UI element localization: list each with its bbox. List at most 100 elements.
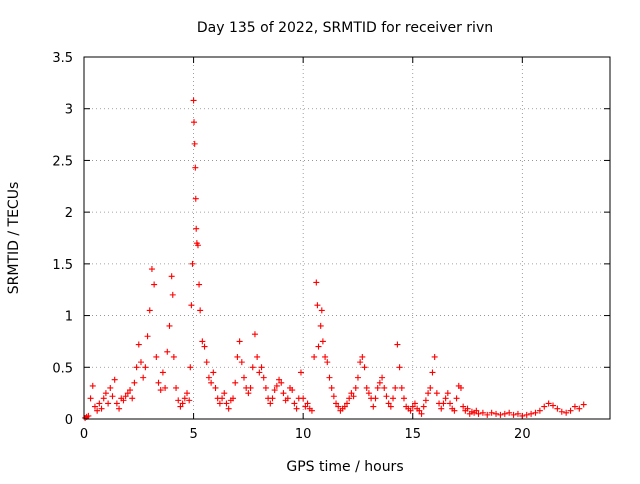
data-point-marker: [536, 407, 543, 414]
data-point-marker: [315, 343, 322, 350]
data-point-marker: [385, 400, 392, 407]
data-point-marker: [392, 384, 399, 391]
x-tick-label: 5: [189, 427, 197, 442]
data-point-marker: [344, 400, 350, 407]
data-point-marker: [429, 369, 436, 376]
data-point-marker: [297, 369, 304, 376]
data-point-marker: [201, 343, 208, 350]
data-point-marker: [173, 384, 180, 391]
data-point-marker: [96, 400, 103, 407]
data-point-marker: [348, 390, 355, 397]
data-point-marker: [359, 353, 366, 360]
data-point-marker: [300, 395, 307, 402]
data-point-marker: [460, 403, 467, 410]
data-point-marker: [137, 359, 144, 366]
data-point-marker: [571, 403, 578, 410]
data-point-marker: [563, 409, 570, 416]
data-point-marker: [438, 405, 445, 412]
data-point-marker: [107, 384, 114, 391]
data-point-marker: [276, 376, 283, 383]
data-point-marker: [354, 374, 361, 381]
data-point-marker: [225, 405, 232, 412]
data-points: [82, 97, 587, 421]
plot-frame: [83, 56, 611, 420]
data-point-marker: [189, 260, 196, 267]
chart-title: Day 135 of 2022, SRMTID for receiver riv…: [197, 20, 493, 36]
data-point-marker: [113, 400, 120, 407]
x-tick-label: 20: [514, 427, 531, 442]
data-point-marker: [146, 307, 153, 314]
data-point-marker: [431, 353, 438, 360]
data-point-marker: [181, 395, 188, 402]
data-point-marker: [387, 403, 394, 410]
data-point-marker: [175, 397, 182, 404]
data-point-marker: [197, 307, 204, 314]
data-point-marker: [363, 384, 370, 391]
data-point-marker: [528, 410, 535, 417]
data-point-marker: [164, 348, 171, 355]
data-point-marker: [184, 390, 191, 397]
data-point-marker: [98, 405, 105, 412]
data-point-marker: [324, 359, 331, 366]
data-point-marker: [302, 403, 309, 410]
data-point-marker: [124, 390, 131, 397]
data-point-marker: [433, 390, 440, 397]
data-point-marker: [379, 374, 386, 381]
data-point-marker: [234, 353, 241, 360]
y-tick-label: 3: [65, 103, 73, 118]
data-point-marker: [223, 400, 230, 407]
data-point-marker: [330, 393, 337, 400]
data-point-marker: [105, 400, 112, 407]
data-point-marker: [100, 395, 107, 402]
data-point-marker: [400, 395, 407, 402]
data-point-marker: [554, 405, 561, 412]
data-point-marker: [335, 403, 342, 410]
axis-ticks: 0 5 10 15 20 0 0.5 1 1.5 2 2.5 3 3.5: [52, 51, 610, 442]
y-tick-label: 0: [65, 413, 73, 428]
data-point-marker: [328, 384, 335, 391]
data-point-marker: [85, 412, 92, 419]
data-point-marker: [212, 384, 219, 391]
data-point-marker: [304, 400, 311, 407]
data-point-marker: [346, 395, 353, 402]
data-point-marker: [240, 374, 247, 381]
data-point-marker: [357, 359, 364, 366]
data-point-marker: [238, 359, 245, 366]
y-axis-label: SRMTID / TECUs: [6, 182, 22, 295]
data-point-marker: [365, 390, 372, 397]
data-point-marker: [523, 411, 530, 418]
data-point-marker: [155, 379, 162, 386]
data-point-marker: [381, 384, 388, 391]
data-point-marker: [159, 369, 166, 376]
data-point-marker: [280, 390, 287, 397]
data-point-marker: [170, 353, 177, 360]
data-point-marker: [140, 374, 147, 381]
data-point-marker: [87, 395, 94, 402]
data-point-marker: [254, 353, 261, 360]
data-point-marker: [162, 384, 169, 391]
data-point-marker: [142, 364, 149, 371]
data-point-marker: [447, 400, 454, 407]
y-tick-label: 2: [65, 206, 73, 221]
data-point-marker: [120, 397, 127, 404]
data-point-marker: [111, 376, 118, 383]
data-point-marker: [411, 400, 418, 407]
data-point-marker: [409, 403, 416, 410]
data-point-marker: [422, 397, 429, 404]
data-point-marker: [464, 405, 471, 412]
data-point-marker: [576, 405, 583, 412]
data-point-marker: [109, 393, 116, 400]
data-point-marker: [361, 364, 368, 371]
data-point-marker: [94, 407, 101, 414]
data-point-marker: [370, 403, 377, 410]
data-point-marker: [191, 140, 198, 147]
data-point-marker: [541, 403, 548, 410]
data-point-marker: [383, 393, 390, 400]
data-point-marker: [192, 164, 199, 171]
data-point-marker: [221, 390, 228, 397]
y-tick-label: 0.5: [52, 361, 73, 376]
data-point-marker: [256, 369, 263, 376]
data-point-marker: [291, 400, 298, 407]
data-point-marker: [427, 384, 434, 391]
data-point-marker: [514, 410, 521, 417]
